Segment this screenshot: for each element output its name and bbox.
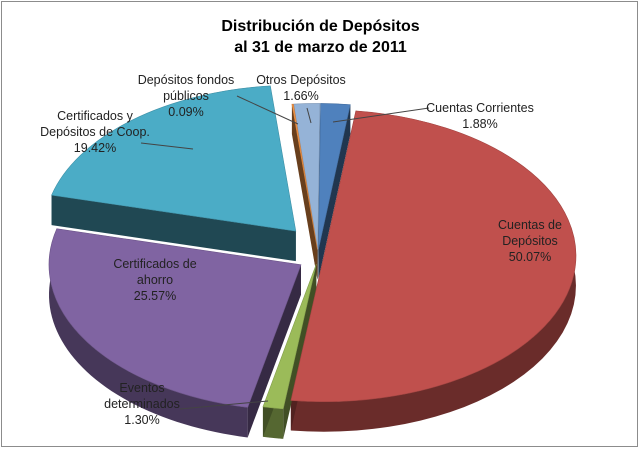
data-label-line: determinados <box>104 397 180 411</box>
data-label-line: 1.30% <box>124 413 159 427</box>
chart-title: Distribución de Depósitos al 31 de marzo… <box>2 16 639 58</box>
data-label-line: 50.07% <box>509 250 551 264</box>
data-label-line: 0.09% <box>168 105 203 119</box>
leader-line-otros-depositos <box>306 107 312 124</box>
data-label-line: 19.42% <box>74 141 116 155</box>
data-label-line: Depósitos de Coop. <box>40 125 150 139</box>
data-label-line: ahorro <box>137 273 173 287</box>
slice-depositos-fondos-publicos <box>291 103 318 250</box>
data-label-line: Depósitos <box>502 234 558 248</box>
slice-cuentas-corrientes <box>318 103 351 250</box>
slice-certificados-coop <box>51 85 297 232</box>
data-label-depositos-fondos-publicos: Depósitos fondos públicos 0.09% <box>138 73 235 119</box>
data-label-line: Cuentas de <box>498 218 562 232</box>
leader-line-cuentas-corrientes <box>332 107 430 123</box>
data-label-line: Depósitos fondos <box>138 73 235 87</box>
data-label-line: Certificados de <box>113 257 196 271</box>
chart-title-line-1: Distribución de Depósitos <box>221 18 420 35</box>
data-label-line: públicos <box>163 89 209 103</box>
slice-otros-depositos <box>293 103 321 250</box>
slice-cuentas-de-depositos <box>290 110 577 402</box>
data-label-line: Cuentas Corrientes <box>426 101 534 115</box>
data-label-certificados-coop: Certificados y Depósitos de Coop. 19.42% <box>40 109 150 155</box>
leader-line-certificados-coop <box>140 142 194 150</box>
slice-wall-certificados-de-ahorro-0 <box>247 264 301 438</box>
data-label-line: 1.88% <box>462 117 497 131</box>
data-label-cuentas-de-depositos: Cuentas de Depósitos 50.07% <box>498 218 562 264</box>
slice-side-certificados-de-ahorro <box>49 228 248 438</box>
data-label-otros-depositos: Otros Depósitos 1.66% <box>256 73 346 103</box>
data-label-line: 25.57% <box>134 289 176 303</box>
data-label-line: Otros Depósitos <box>256 73 346 87</box>
slice-certificados-de-ahorro <box>48 228 302 408</box>
data-label-eventos-determinados: Eventos determinados 1.30% <box>104 381 180 427</box>
leader-line-eventos-determinados <box>179 400 269 410</box>
slice-eventos-determinados <box>262 264 317 410</box>
data-label-cuentas-corrientes: Cuentas Corrientes 1.88% <box>426 101 534 131</box>
data-label-line: Certificados y <box>57 109 133 123</box>
data-label-line: Eventos <box>119 381 164 395</box>
chart-title-line-2: al 31 de marzo de 2011 <box>234 39 407 56</box>
leader-line-depositos-fondos-publicos <box>236 95 299 125</box>
data-label-line: 1.66% <box>283 89 318 103</box>
data-label-certificados-de-ahorro: Certificados de ahorro 25.57% <box>113 257 196 303</box>
slice-wall-cuentas-corrientes-1 <box>318 104 351 280</box>
slice-wall-certificados-coop-0 <box>51 195 296 262</box>
